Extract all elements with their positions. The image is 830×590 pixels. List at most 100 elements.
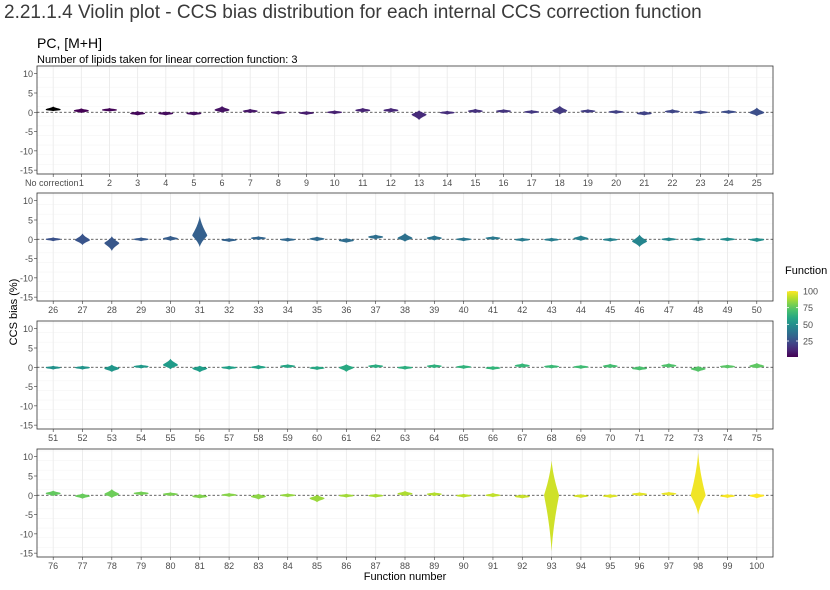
violin bbox=[75, 365, 91, 370]
y-tick-label: 5 bbox=[28, 472, 33, 482]
x-tick-label: 30 bbox=[165, 305, 175, 315]
violin bbox=[280, 493, 296, 498]
x-tick-label: 45 bbox=[605, 305, 615, 315]
x-tick-label: 47 bbox=[664, 305, 674, 315]
violin bbox=[242, 108, 258, 114]
x-tick-label: 75 bbox=[752, 433, 762, 443]
violin bbox=[719, 237, 735, 242]
violin bbox=[426, 364, 442, 369]
chart-subtitle: Number of lipids taken for linear correc… bbox=[37, 54, 297, 66]
x-tick-label: 51 bbox=[48, 433, 58, 443]
y-axis-label: CCS bias (%) bbox=[8, 279, 20, 346]
x-tick-label: 55 bbox=[165, 433, 175, 443]
y-tick-label: 5 bbox=[28, 89, 33, 99]
violin bbox=[661, 491, 677, 496]
violin bbox=[456, 364, 472, 369]
violin bbox=[73, 108, 89, 114]
violin bbox=[45, 237, 61, 242]
colorbar-tick-label: 25 bbox=[803, 337, 813, 347]
y-tick-label: -5 bbox=[25, 127, 33, 137]
violin bbox=[45, 106, 61, 112]
x-tick-label: 92 bbox=[517, 561, 527, 571]
violin bbox=[426, 492, 442, 497]
x-tick-label: 46 bbox=[635, 305, 645, 315]
x-tick-label: 13 bbox=[414, 178, 424, 188]
violin bbox=[544, 364, 560, 369]
x-tick-label: 71 bbox=[635, 433, 645, 443]
violin bbox=[162, 235, 178, 241]
violin bbox=[75, 493, 91, 499]
panel-border bbox=[36, 448, 774, 558]
violin bbox=[162, 358, 178, 370]
x-tick-label: 24 bbox=[724, 178, 734, 188]
y-tick-label: -15 bbox=[20, 549, 33, 559]
violin bbox=[664, 109, 680, 114]
y-tick-label: 0 bbox=[28, 235, 33, 245]
violin bbox=[439, 110, 455, 115]
colorbar bbox=[787, 291, 798, 357]
y-tick-label: 5 bbox=[28, 344, 33, 354]
x-tick-label: 89 bbox=[429, 561, 439, 571]
x-tick-label: 57 bbox=[224, 433, 234, 443]
x-tick-label: 19 bbox=[583, 178, 593, 188]
y-tick-label: 10 bbox=[23, 452, 33, 462]
x-tick-label: 44 bbox=[576, 305, 586, 315]
x-tick-label: 34 bbox=[283, 305, 293, 315]
x-tick-label: 77 bbox=[78, 561, 88, 571]
x-tick-label: 84 bbox=[283, 561, 293, 571]
x-tick-label: 35 bbox=[312, 305, 322, 315]
violin bbox=[573, 494, 589, 498]
x-tick-label: 42 bbox=[517, 305, 527, 315]
violin bbox=[573, 364, 589, 369]
x-tick-label: 22 bbox=[667, 178, 677, 188]
x-tick-label: 50 bbox=[752, 305, 762, 315]
violin bbox=[602, 363, 618, 369]
y-tick-label: 10 bbox=[23, 69, 33, 79]
violin bbox=[467, 108, 483, 114]
x-tick-label: 6 bbox=[220, 178, 225, 188]
violin bbox=[544, 237, 560, 242]
x-tick-label: 60 bbox=[312, 433, 322, 443]
violin bbox=[309, 366, 325, 370]
violin bbox=[221, 492, 237, 497]
chart-title: PC, [M+H] bbox=[37, 35, 102, 51]
violin bbox=[192, 216, 208, 247]
y-tick-label: -15 bbox=[20, 166, 33, 176]
panel-background bbox=[37, 66, 773, 174]
y-tick-label: 0 bbox=[28, 491, 33, 501]
x-tick-label: 7 bbox=[248, 178, 253, 188]
violin bbox=[573, 235, 589, 241]
y-tick-label: -5 bbox=[25, 510, 33, 520]
x-tick-label: 8 bbox=[276, 178, 281, 188]
x-tick-label: 43 bbox=[547, 305, 557, 315]
color-legend: 100 75 50 25 bbox=[787, 287, 818, 357]
violin bbox=[298, 111, 314, 115]
colorbar-tick-label: 75 bbox=[803, 303, 813, 313]
y-tick-label: 10 bbox=[23, 324, 33, 334]
x-tick-label: 2 bbox=[107, 178, 112, 188]
violin bbox=[514, 494, 530, 499]
violin bbox=[397, 491, 413, 497]
y-tick-label: 10 bbox=[23, 196, 33, 206]
violin bbox=[192, 365, 208, 373]
violin bbox=[485, 366, 501, 370]
violin bbox=[719, 364, 735, 369]
violin bbox=[661, 363, 677, 368]
violin bbox=[158, 111, 174, 116]
violin bbox=[721, 109, 737, 114]
y-tick-label: -5 bbox=[25, 254, 33, 264]
x-tick-label: 40 bbox=[459, 305, 469, 315]
x-tick-label: 95 bbox=[605, 561, 615, 571]
x-tick-label: 59 bbox=[283, 433, 293, 443]
x-tick-label: 14 bbox=[442, 178, 452, 188]
violin bbox=[602, 494, 618, 498]
x-tick-label: 91 bbox=[488, 561, 498, 571]
x-tick-label: 78 bbox=[107, 561, 117, 571]
violin bbox=[250, 364, 266, 370]
x-tick-label: 79 bbox=[136, 561, 146, 571]
y-tick-label: -10 bbox=[20, 146, 33, 156]
violin bbox=[75, 233, 91, 246]
